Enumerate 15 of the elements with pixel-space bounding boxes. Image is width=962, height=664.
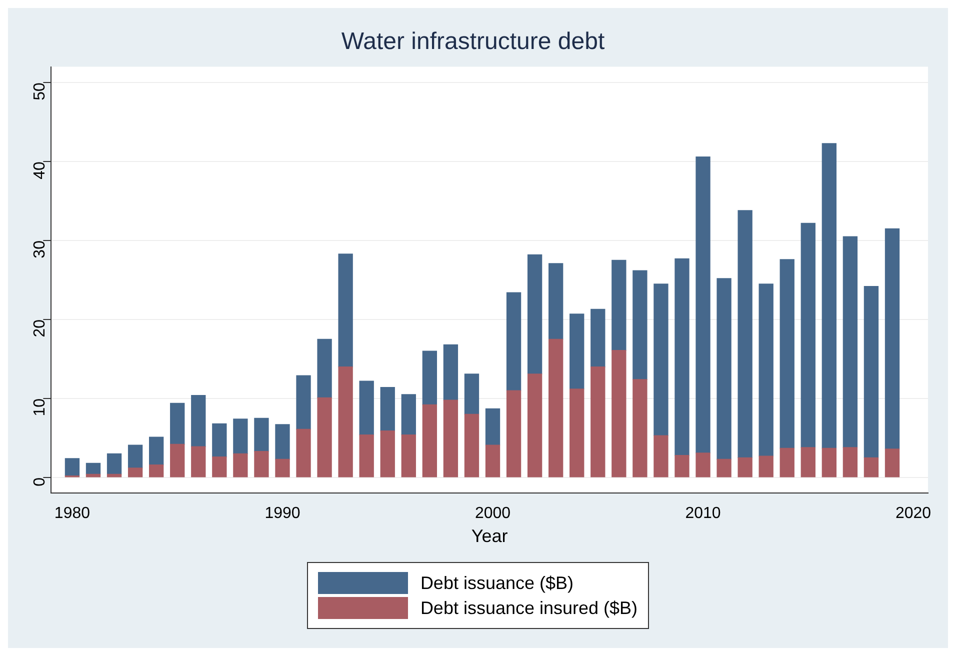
legend-label: Debt issuance ($B) [420,572,574,594]
y-tick-label: 20 [32,319,49,338]
x-tick-label: 2020 [895,505,932,522]
y-tick-label: 40 [32,161,49,180]
y-tick-label: 0 [32,477,49,486]
legend-label: Debt issuance insured ($B) [420,598,638,618]
y-tick-label: 50 [32,82,49,100]
y-tick-label: 30 [32,240,49,258]
x-tick-label: 1980 [54,505,90,522]
x-tick-label: 1990 [264,505,300,522]
x-tick-label: 2010 [685,505,721,522]
y-tick-label: 10 [32,398,49,416]
x-tick-label: 2000 [474,505,511,522]
chart-title: Water infrastructure debt [341,28,605,56]
x-axis-title: Year [471,526,508,546]
